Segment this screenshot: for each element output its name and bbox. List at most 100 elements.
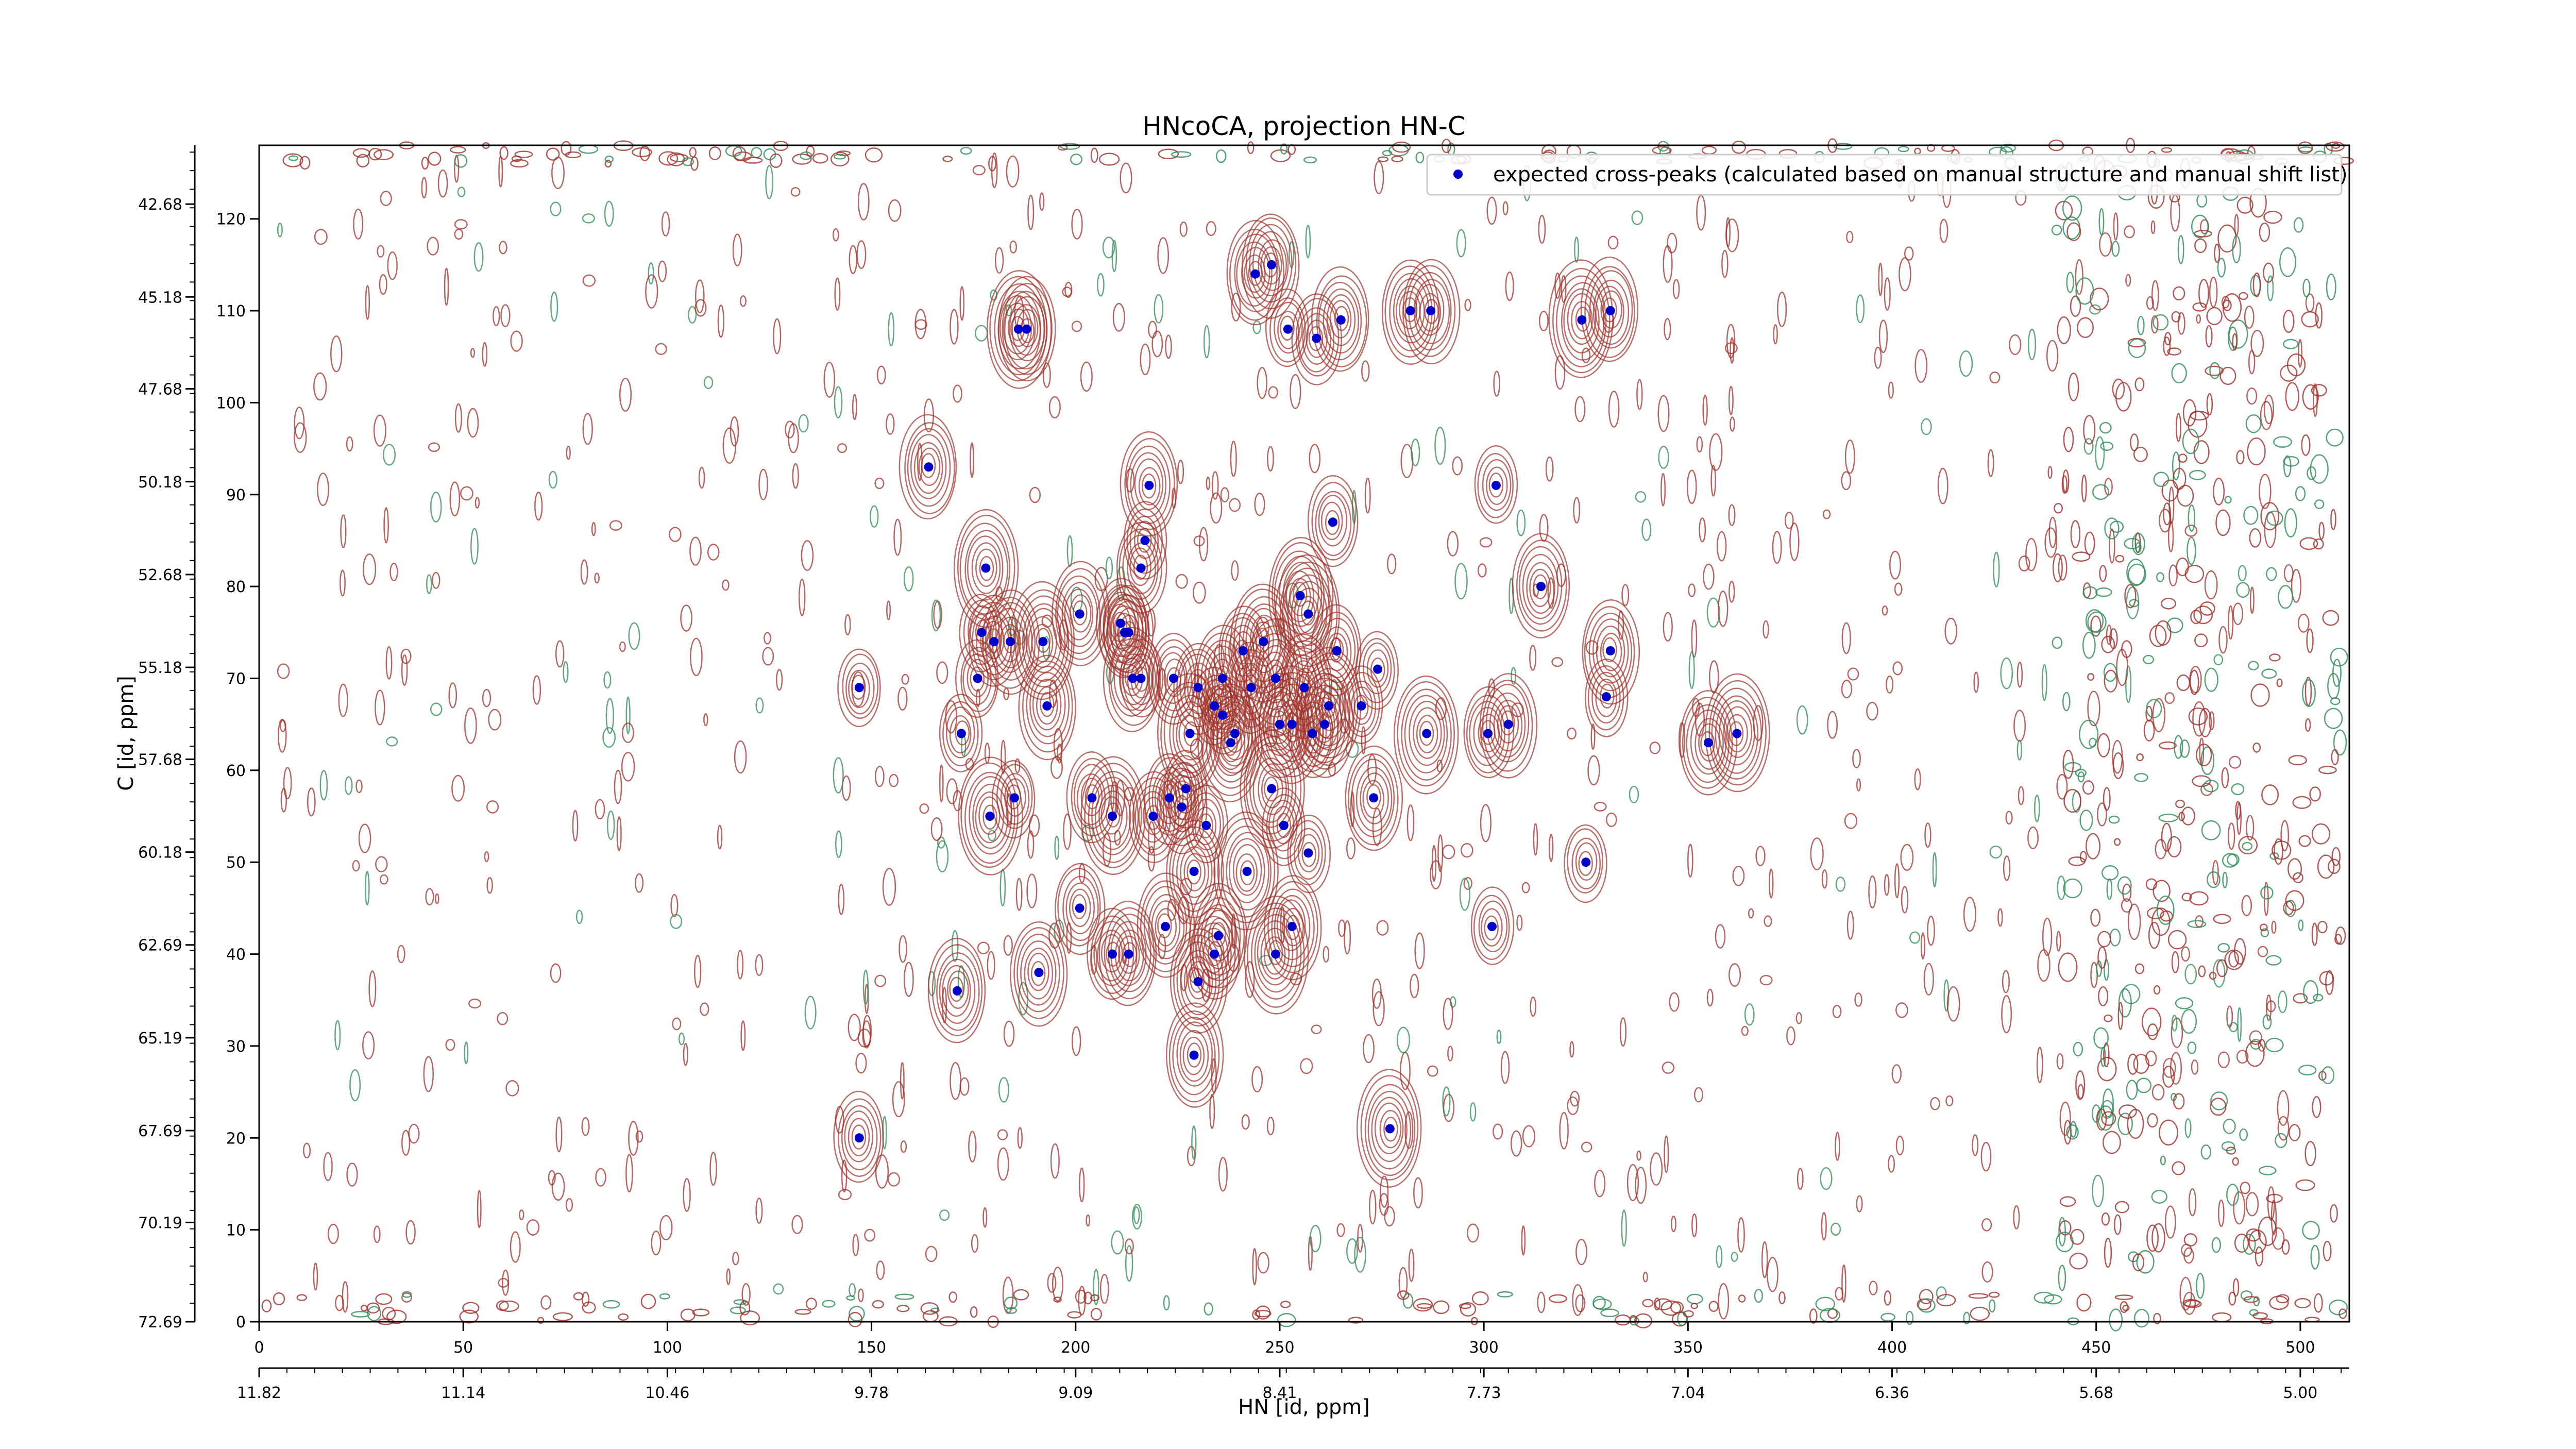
peak-contour — [1138, 467, 1161, 506]
edge-contour — [1013, 1289, 1029, 1301]
edge-contour — [2263, 262, 2275, 283]
edge-contour — [2081, 475, 2087, 502]
edge-contour — [2198, 279, 2210, 308]
noise-contour — [602, 727, 616, 748]
noise-contour — [698, 466, 705, 489]
peak-contour — [1258, 763, 1287, 815]
edge-contour — [1060, 143, 1080, 150]
edge-contour — [1989, 1299, 1996, 1313]
noise-contour — [1029, 486, 1041, 503]
noise-contour — [1434, 427, 1446, 465]
noise-contour — [1660, 473, 1666, 507]
edge-contour — [2143, 719, 2155, 742]
peak-contour — [1301, 841, 1316, 867]
edge-contour — [2312, 1096, 2321, 1118]
edge-contour — [659, 1293, 670, 1300]
cross-peak-point — [1108, 812, 1117, 821]
secondary-y-tick-label: 45.18 — [138, 289, 182, 307]
noise-contour — [899, 935, 907, 963]
noise-contour — [365, 285, 370, 320]
edge-contour — [846, 1295, 855, 1301]
noise-contour — [534, 492, 543, 521]
noise-contour — [1059, 619, 1069, 651]
noise-contour — [294, 407, 305, 440]
peak-contour — [1190, 907, 1241, 1000]
edge-contour — [2209, 971, 2217, 980]
edge-contour — [2112, 378, 2125, 400]
edge-contour — [450, 146, 466, 154]
noise-contour — [470, 348, 476, 358]
peak-contour — [1404, 695, 1448, 774]
peak-contour — [979, 556, 994, 581]
edge-contour — [2064, 762, 2082, 772]
edge-contour — [2261, 784, 2279, 805]
cross-peak-point — [1605, 306, 1615, 316]
edge-contour — [2322, 610, 2340, 626]
peak-contour — [1240, 860, 1255, 886]
noise-contour — [1521, 882, 1530, 894]
noise-contour — [1354, 1237, 1366, 1273]
noise-contour — [400, 648, 412, 664]
edge-contour — [2338, 1308, 2347, 1319]
secondary-x-tick-label: 8.41 — [1263, 1384, 1297, 1402]
noise-contour — [340, 569, 346, 597]
noise-contour — [1516, 914, 1523, 931]
edge-contour — [2217, 943, 2230, 953]
edge-contour — [2247, 437, 2266, 466]
peak-contour — [1187, 859, 1201, 885]
noise-contour — [1538, 311, 1549, 331]
edge-contour — [2101, 635, 2115, 653]
noise-contour — [1500, 1051, 1510, 1084]
noise-contour — [1866, 702, 1878, 721]
noise-contour — [2059, 1102, 2071, 1136]
noise-contour — [421, 177, 427, 199]
edge-contour — [2243, 506, 2259, 525]
cross-peak-point — [1168, 673, 1178, 683]
peak-contour — [1351, 759, 1395, 837]
noise-contour — [375, 856, 388, 872]
noise-contour — [657, 260, 667, 282]
edge-contour — [2124, 584, 2137, 609]
noise-contour — [835, 830, 842, 858]
peak-contour — [848, 1118, 870, 1156]
noise-contour — [694, 954, 702, 988]
edge-contour — [2166, 617, 2183, 633]
noise-contour — [2277, 1090, 2290, 1126]
noise-contour — [2232, 602, 2244, 626]
noise-contour — [864, 1228, 876, 1242]
edge-contour — [1158, 148, 1179, 160]
peak-contour — [1383, 1117, 1398, 1142]
noise-contour — [551, 1172, 565, 1201]
noise-contour — [874, 477, 885, 490]
peak-contour — [1715, 695, 1759, 774]
peak-contour — [1486, 466, 1508, 505]
peak-contour — [1160, 767, 1204, 847]
y-tick-label: 50 — [226, 854, 246, 872]
noise-contour — [1175, 574, 1188, 589]
cross-peak-point — [1189, 867, 1199, 877]
noise-contour — [1924, 822, 1931, 848]
edge-contour — [2206, 393, 2213, 416]
edge-contour — [2126, 1080, 2138, 1100]
noise-contour — [1585, 640, 1599, 655]
noise-contour — [451, 774, 465, 802]
edge-contour — [356, 154, 370, 168]
noise-contour — [1687, 844, 1693, 878]
noise-contour — [460, 486, 473, 501]
noise-contour — [2246, 815, 2255, 841]
noise-contour — [848, 1014, 861, 1041]
noise-contour — [1063, 813, 1072, 850]
edge-contour — [849, 1306, 865, 1322]
edge-contour — [1683, 1310, 1694, 1318]
noise-contour — [2228, 605, 2234, 640]
noise-contour — [997, 1147, 1009, 1181]
cross-peak-point — [1214, 931, 1224, 940]
noise-contour — [364, 871, 370, 906]
x-tick-label: 350 — [1673, 1339, 1703, 1357]
peak-contour — [1282, 907, 1304, 947]
edge-contour — [582, 1301, 596, 1314]
noise-contour — [2218, 626, 2228, 654]
peak-contour — [1419, 293, 1442, 332]
peak-contour — [927, 937, 986, 1043]
noise-contour — [625, 1154, 633, 1193]
